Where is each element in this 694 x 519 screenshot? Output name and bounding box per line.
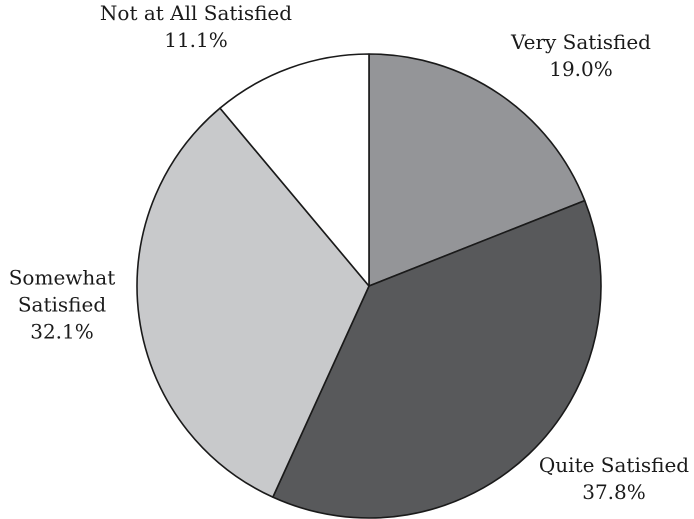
pie-slice-label: Not at All Satisfied 11.1% xyxy=(100,1,292,52)
pie-slice-very-satisfied xyxy=(368,53,586,287)
pie-slice-value: 32.1% xyxy=(30,320,94,344)
pie-slice-name: Not at All Satisfied xyxy=(100,1,292,25)
pie-slice-value: 11.1% xyxy=(164,28,228,52)
pie-slice-not-at-all-satisfied xyxy=(219,53,370,287)
pie-slice-value: 19.0% xyxy=(549,57,613,81)
pie-slice-label: Quite Satisfied 37.8% xyxy=(539,453,689,504)
pie-slice-somewhat-satisfied xyxy=(136,107,370,498)
pie-slice-value: 37.8% xyxy=(582,480,646,504)
pie-slice-label: Somewhat Satisfied 32.1% xyxy=(9,266,116,344)
pie-slice-label: Very Satisfied 19.0% xyxy=(510,30,651,81)
pie-slice-name: Satisfied xyxy=(18,293,106,317)
pie-slice-name: Very Satisfied xyxy=(510,30,651,54)
pie-labels: Very Satisfied 19.0% Quite Satisfied 37.8% S… xyxy=(9,1,690,504)
pie-slice-name: Somewhat xyxy=(9,266,116,290)
pie-slices xyxy=(136,53,602,519)
pie-slice-quite-satisfied xyxy=(272,199,602,519)
pie-slice-name: Quite Satisfied xyxy=(539,453,689,477)
